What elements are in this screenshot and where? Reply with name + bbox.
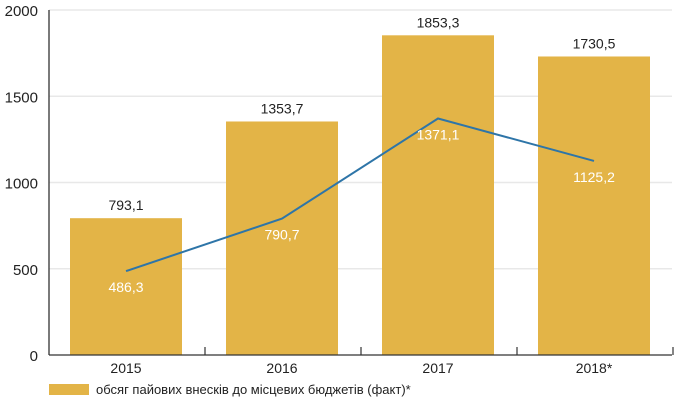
line-value-label: 1371,1 — [417, 126, 460, 142]
line-value-labels: 486,3 790,7 1371,1 1125,2 — [108, 126, 615, 295]
x-axis-labels: 2015 2016 2017 2018* — [110, 360, 612, 376]
bar-series — [70, 35, 650, 356]
bar — [538, 56, 650, 356]
bar — [70, 218, 182, 355]
x-tick-label: 2017 — [422, 360, 453, 376]
y-tick-label: 2000 — [5, 3, 38, 20]
x-tick-label: 2018* — [576, 360, 613, 376]
line-value-label: 486,3 — [108, 279, 143, 295]
bar — [382, 35, 494, 355]
bar-value-label: 1853,3 — [417, 14, 460, 30]
bar-value-label: 793,1 — [108, 197, 143, 213]
legend-swatch — [49, 383, 89, 395]
trend-line — [125, 117, 595, 273]
axes — [48, 10, 674, 356]
line-series — [125, 117, 595, 273]
y-axis-ticks: 0 500 1000 1500 2000 — [5, 3, 38, 365]
bar-value-labels: 793,1 1353,7 1853,3 1730,5 — [108, 14, 615, 213]
y-tick-label: 1000 — [5, 176, 38, 193]
y-tick-label: 500 — [13, 262, 38, 279]
bar-value-label: 1353,7 — [261, 100, 304, 116]
line-value-label: 1125,2 — [573, 169, 615, 185]
legend: обсяг пайових внесків до місцевих бюджет… — [49, 381, 411, 397]
legend-label: обсяг пайових внесків до місцевих бюджет… — [96, 381, 411, 397]
y-tick-label: 0 — [30, 348, 38, 365]
bar-value-label: 1730,5 — [573, 35, 616, 51]
bar — [226, 121, 338, 355]
line-value-label: 790,7 — [264, 227, 299, 243]
x-tick-label: 2015 — [110, 360, 141, 376]
y-tick-label: 1500 — [5, 89, 38, 106]
x-tick-label: 2016 — [266, 360, 297, 376]
